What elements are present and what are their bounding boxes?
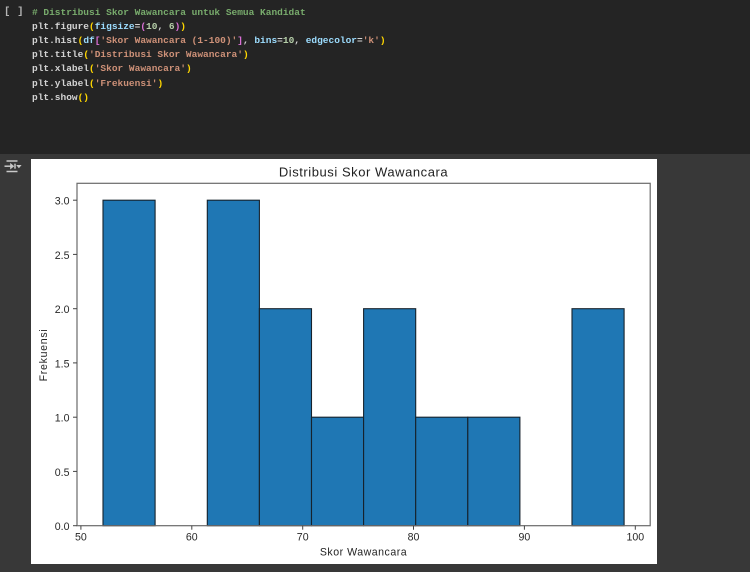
svg-text:0.5: 0.5 [55,467,70,479]
svg-text:0.0: 0.0 [55,521,70,533]
svg-text:90: 90 [519,532,531,544]
svg-text:2.5: 2.5 [55,250,70,262]
svg-text:1.5: 1.5 [55,358,70,370]
svg-text:1.0: 1.0 [55,413,70,425]
svg-text:80: 80 [408,532,420,544]
svg-text:2.0: 2.0 [55,304,70,316]
svg-text:70: 70 [297,532,309,544]
svg-text:100: 100 [626,532,644,544]
svg-text:50: 50 [75,532,87,544]
svg-text:Distribusi Skor Wawancara: Distribusi Skor Wawancara [279,165,449,180]
svg-text:3.0: 3.0 [55,196,70,208]
svg-text:Frekuensi: Frekuensi [38,329,50,382]
svg-text:60: 60 [186,532,198,544]
svg-text:Skor Wawancara: Skor Wawancara [320,547,407,559]
